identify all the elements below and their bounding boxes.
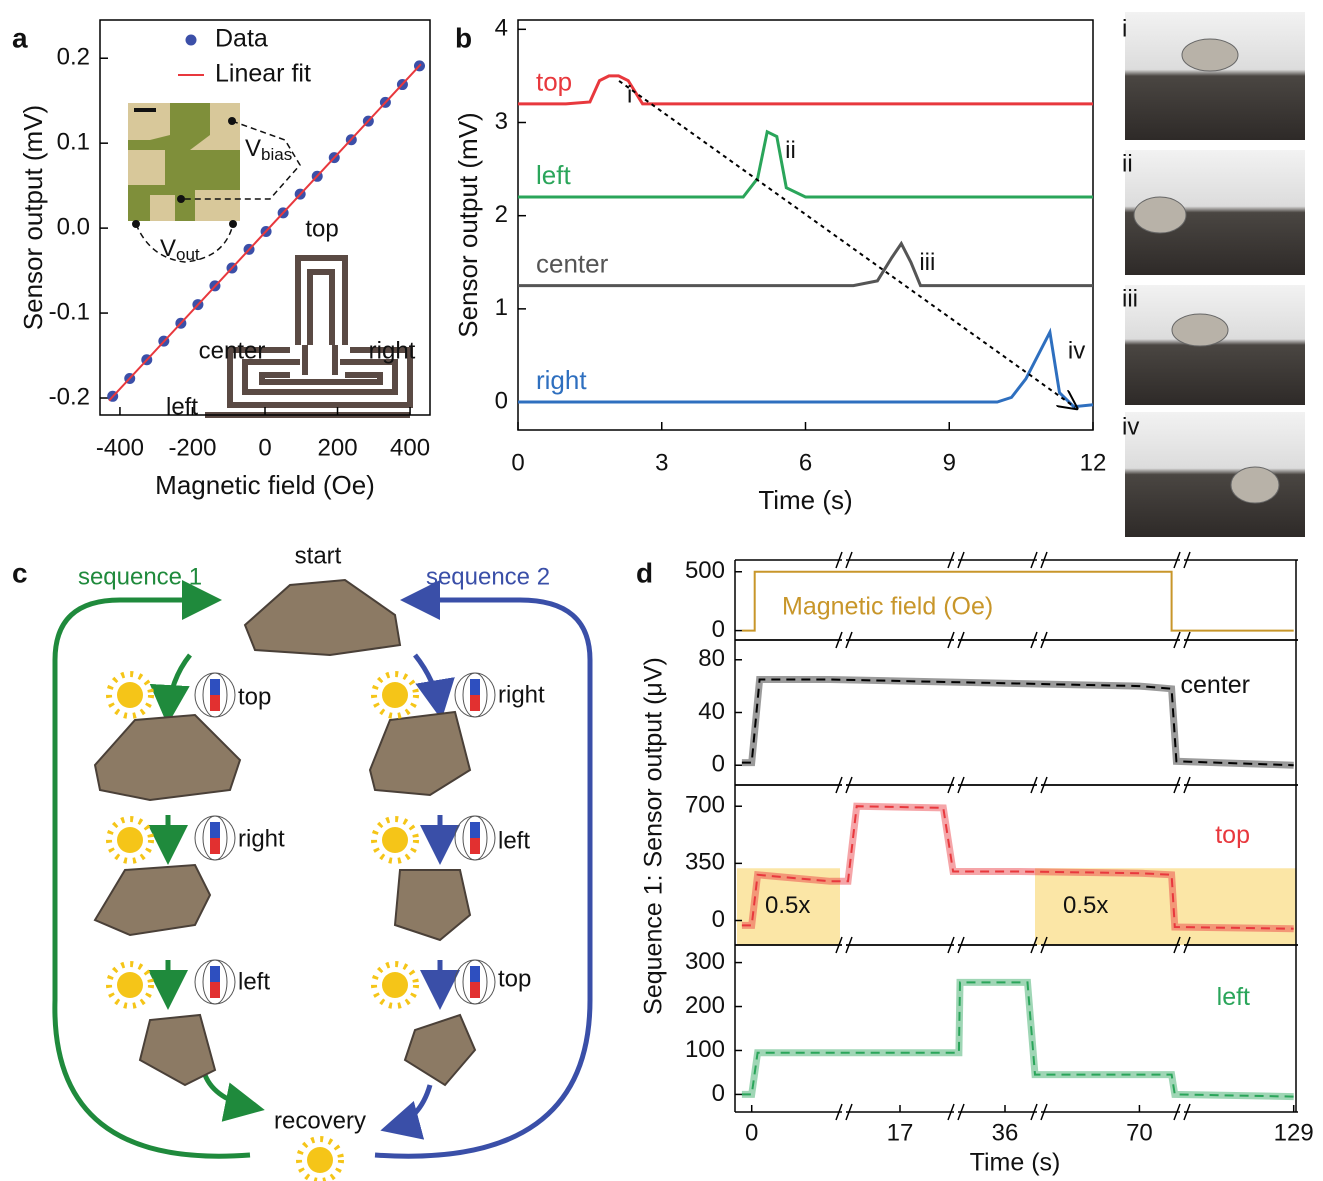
model-trace: [742, 982, 1294, 1096]
photo-label: ii: [1122, 150, 1133, 177]
figure: a b c d Vbias Vout top center right left…: [0, 0, 1323, 1181]
peak-marker: iv: [1068, 338, 1085, 365]
inset-label: right: [369, 337, 416, 364]
y-tick-label: -0.2: [49, 383, 90, 410]
y-tick-label: 0: [712, 616, 725, 643]
panel-trace-label: top: [1215, 821, 1250, 849]
y-axis-label: Sensor output (mV): [18, 105, 48, 330]
x-tick-label: -200: [168, 434, 216, 461]
x-tick-label: 400: [390, 434, 430, 461]
x-axis-label: Time (s): [758, 485, 852, 515]
trace: [518, 332, 1093, 407]
y-tick-label: 500: [685, 557, 725, 584]
step-label: right: [238, 825, 285, 852]
y-tick-label: 1: [495, 294, 508, 321]
step-label: top: [498, 965, 531, 992]
y-tick-label: 2: [495, 201, 508, 228]
vout-sub: out: [176, 245, 200, 264]
x-tick-label: 0: [258, 434, 271, 461]
step-label: top: [238, 683, 271, 710]
step-label: right: [498, 681, 545, 708]
step-label: left: [238, 968, 270, 995]
legend-label: Linear fit: [215, 60, 311, 88]
recovery-label: recovery: [274, 1107, 366, 1134]
peak-marker: i: [627, 81, 632, 108]
y-tick-label: 0.2: [57, 44, 90, 71]
photo-label: i: [1122, 15, 1127, 42]
trace-label: top: [536, 67, 572, 97]
y-tick-label: 0: [712, 1080, 725, 1107]
panel-trace-label: Magnetic field (Oe): [782, 593, 993, 621]
inset-label: left: [166, 393, 198, 420]
inset-label: top: [305, 215, 338, 242]
panel-label: b: [455, 22, 472, 53]
x-tick-label: -400: [96, 434, 144, 461]
vout-label: Vout: [160, 235, 200, 264]
vout-main: V: [160, 235, 176, 262]
y-tick-label: 3: [495, 108, 508, 135]
y-tick-label: 0: [495, 387, 508, 414]
y-tick-label: 300: [685, 948, 725, 975]
x-tick-label: 36: [992, 1119, 1019, 1146]
measured-trace: [742, 982, 1294, 1096]
x-tick-label: 12: [1080, 449, 1107, 476]
peak-marker: ii: [785, 137, 796, 164]
y-tick-label: 40: [698, 698, 725, 725]
inset-photo: [128, 103, 300, 262]
photo-label: iv: [1122, 413, 1139, 440]
photo-label: iii: [1122, 285, 1138, 312]
photo-column: [1125, 12, 1305, 537]
sequence-label: sequence 2: [426, 563, 550, 590]
y-tick-label: 4: [495, 15, 508, 42]
highlight-label: 0.5x: [1063, 892, 1108, 919]
highlight-label: 0.5x: [765, 892, 810, 919]
panel-label: a: [12, 22, 28, 53]
x-tick-label: 0: [745, 1119, 758, 1146]
y-tick-label: 100: [685, 1036, 725, 1063]
plot-frame: [518, 20, 1093, 430]
x-axis-label: Time (s): [970, 1149, 1061, 1177]
legend-label: Data: [215, 25, 268, 53]
x-tick-label: 200: [318, 434, 358, 461]
y-tick-label: 0: [712, 906, 725, 933]
step-label: left: [498, 827, 530, 854]
x-tick-label: 9: [943, 449, 956, 476]
y-tick-label: 80: [698, 645, 725, 672]
y-tick-label: 0.0: [57, 213, 90, 240]
vbias-sub: bias: [261, 145, 292, 164]
panel-trace-label: left: [1217, 983, 1250, 1011]
y-tick-label: 200: [685, 992, 725, 1019]
sequence-arrow: [619, 81, 1075, 407]
x-tick-label: 17: [887, 1119, 914, 1146]
x-tick-label: 70: [1126, 1119, 1153, 1146]
inset-label: center: [199, 337, 266, 364]
panel-label: c: [12, 557, 28, 588]
vbias-label: Vbias: [245, 135, 292, 164]
sequence-label: sequence 1: [78, 563, 202, 590]
trace: [518, 76, 1093, 104]
panel-label: d: [636, 557, 653, 588]
y-tick-label: -0.1: [49, 298, 90, 325]
trace-label: center: [536, 248, 609, 278]
start-label: start: [295, 542, 342, 569]
panel-trace-label: center: [1181, 671, 1250, 699]
x-axis-label: Magnetic field (Oe): [155, 470, 375, 500]
peak-marker: iii: [919, 249, 935, 276]
trace: [518, 132, 1093, 197]
y-tick-label: 700: [685, 792, 725, 819]
x-tick-label: 6: [799, 449, 812, 476]
y-axis-label: Sequence 1: Sensor output (μV): [640, 657, 668, 1015]
x-tick-label: 129: [1274, 1119, 1314, 1146]
y-axis-label: Sensor output (mV): [453, 112, 483, 337]
trace-label: left: [536, 160, 571, 190]
x-tick-label: 0: [511, 449, 524, 476]
trace-label: right: [536, 365, 587, 395]
x-tick-label: 3: [655, 449, 668, 476]
y-tick-label: 0: [712, 751, 725, 778]
vbias-main: V: [245, 135, 261, 162]
y-tick-label: 350: [685, 849, 725, 876]
legend-swatch: [186, 35, 197, 46]
y-tick-label: 0.1: [57, 129, 90, 156]
